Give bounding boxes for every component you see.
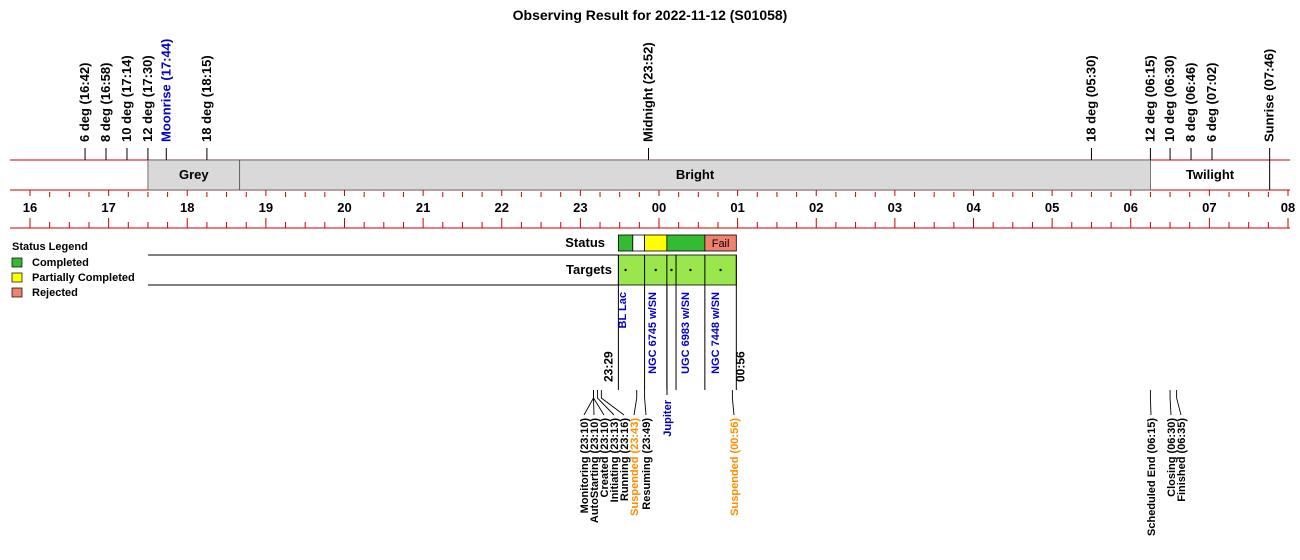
hour-tick-label: 16 <box>23 200 37 215</box>
legend-label: Completed <box>32 257 89 269</box>
state-event-leader <box>593 390 605 416</box>
state-event-label: Created (23:10) <box>599 418 611 498</box>
state-event-label: Suspended (23:43) <box>629 418 641 516</box>
sky-event-label: 8 deg (16:58) <box>98 63 113 142</box>
target-name-label: NGC 7448 w/SN <box>710 292 722 374</box>
legend-swatch-completed <box>11 257 23 268</box>
hour-tick-label: 07 <box>1202 200 1216 215</box>
sky-event-label: Moonrise (17:44) <box>158 39 173 142</box>
hour-tick-label: 22 <box>495 200 509 215</box>
state-event-leader <box>1176 390 1182 416</box>
legend-swatch-rejected <box>11 287 23 298</box>
hour-tick-label: 17 <box>101 200 115 215</box>
targets-bar <box>617 254 737 286</box>
sky-event-label: 8 deg (06:46) <box>1183 63 1198 142</box>
target-name-label: Jupiter <box>662 399 674 436</box>
state-event-leader <box>633 390 638 416</box>
target-marker <box>719 268 722 272</box>
state-event-label: Resuming (23:49) <box>641 418 653 510</box>
legend-title: Status Legend <box>12 241 88 253</box>
state-event-leader <box>644 390 647 416</box>
status-segment <box>704 234 737 252</box>
state-event-leader <box>1149 390 1152 416</box>
state-event-leader <box>1169 390 1172 416</box>
status-segment <box>644 234 668 252</box>
status-segment <box>632 234 645 252</box>
hour-tick-label: 06 <box>1124 200 1138 215</box>
state-event-label: Initiating (23:13) <box>609 418 621 503</box>
target-name-label: BL Lac <box>617 292 629 328</box>
sky-band-label: Twilight <box>1186 167 1235 182</box>
hour-tick-label: 02 <box>809 200 823 215</box>
state-event-leader <box>731 390 735 416</box>
hour-tick-label: 01 <box>730 200 744 215</box>
target-marker <box>670 268 673 272</box>
state-event-label: Closing (06:30) <box>1166 418 1178 497</box>
targets-row-label: Targets <box>566 262 612 277</box>
hour-tick-label: 04 <box>966 200 981 215</box>
sky-band-label: Grey <box>179 167 209 182</box>
sky-event-label: 18 deg (05:30) <box>1083 55 1098 142</box>
hour-tick-label: 08 <box>1281 200 1295 215</box>
target-name-label: NGC 6745 w/SN <box>647 292 659 374</box>
status-segment-text: Fail <box>712 238 730 250</box>
state-event-label: Monitoring (23:10) <box>579 418 591 514</box>
sky-band-label: Bright <box>676 167 715 182</box>
state-event-leader <box>583 390 594 416</box>
sky-event-label: 18 deg (18:15) <box>199 55 214 142</box>
span-time-label: 00:56 <box>733 351 747 382</box>
sky-event-label: 12 deg (06:15) <box>1142 55 1157 142</box>
hour-tick-label: 20 <box>337 200 351 215</box>
hour-tick-label: 00 <box>652 200 666 215</box>
legend-swatch-partially-completed <box>11 272 23 283</box>
target-marker <box>654 268 657 272</box>
sky-event-label: 10 deg (06:30) <box>1162 55 1177 142</box>
chart-title: Observing Result for 2022-11-12 (S01058) <box>513 7 788 23</box>
state-event-label: Running (23:16) <box>619 418 631 501</box>
state-event-label: Scheduled End (06:15) <box>1146 418 1158 536</box>
hour-tick-label: 18 <box>180 200 194 215</box>
span-time-label: 23:29 <box>601 351 615 382</box>
target-marker <box>624 268 627 272</box>
target-name-label: UGC 6983 w/SN <box>680 292 692 374</box>
sky-event-label: 10 deg (17:14) <box>119 55 134 142</box>
hour-tick-label: 03 <box>888 200 902 215</box>
state-event-label: Finished (06:35) <box>1176 418 1188 502</box>
status-segment <box>617 234 634 252</box>
sky-event-label: 6 deg (16:42) <box>77 63 92 142</box>
hour-tick-label: 23 <box>573 200 587 215</box>
state-event-label: Suspended (00:56) <box>729 418 741 516</box>
status-segment <box>666 234 706 252</box>
sky-band-grey <box>147 159 241 191</box>
sky-event-label: 12 deg (17:30) <box>140 55 155 142</box>
status-row-label: Status <box>565 235 605 250</box>
sky-event-label: Sunrise (07:46) <box>1262 49 1277 142</box>
hour-tick-label: 05 <box>1045 200 1059 215</box>
state-event-leader <box>596 390 615 416</box>
state-event-leader <box>600 390 625 416</box>
sky-event-label: Midnight (23:52) <box>641 42 656 142</box>
state-event-label: AutoStarting (23:10) <box>589 418 601 523</box>
hour-tick-label: 21 <box>416 200 430 215</box>
sky-band-bright <box>239 159 1151 191</box>
legend-label: Partially Completed <box>32 272 135 284</box>
hour-tick-label: 19 <box>259 200 273 215</box>
sky-event-label: 6 deg (07:02) <box>1204 63 1219 142</box>
target-marker <box>689 268 692 272</box>
legend-label: Rejected <box>32 287 78 299</box>
